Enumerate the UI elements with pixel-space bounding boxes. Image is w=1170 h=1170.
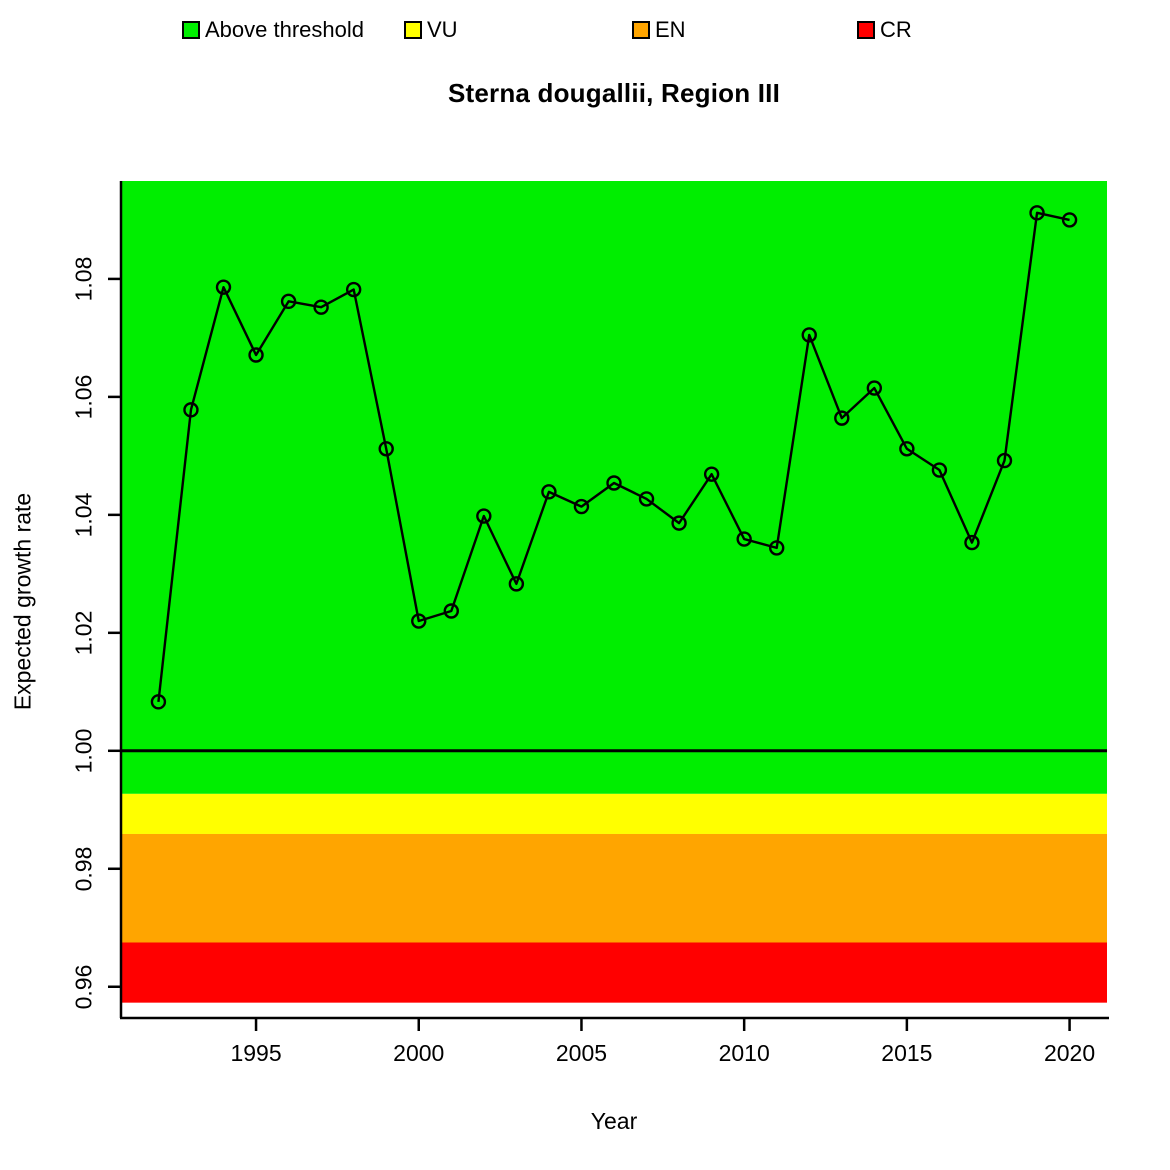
data-point [899, 441, 915, 457]
data-point [150, 694, 167, 710]
data-point [866, 380, 883, 396]
x-axis-title: Year [590, 1108, 638, 1134]
legend-item: Above threshold [182, 17, 364, 43]
data-point [736, 531, 752, 547]
y-tick-label: 1.08 [70, 256, 97, 302]
chart-title: Sterna dougallii, Region III [447, 78, 781, 108]
legend-item: VU [404, 17, 458, 43]
data-point [508, 576, 525, 592]
data-point [834, 410, 850, 426]
data-point [1029, 205, 1045, 221]
data-point [703, 466, 720, 482]
legend-swatch-icon [857, 21, 875, 39]
data-point [541, 484, 557, 500]
data-point [964, 534, 980, 551]
data-point [573, 498, 590, 515]
data-point [1061, 212, 1078, 228]
data-point [931, 462, 948, 478]
data-point [215, 279, 232, 295]
data-point [313, 299, 329, 315]
legend-label: Above threshold [205, 17, 364, 42]
data-line [157, 211, 1070, 702]
data-point [769, 540, 785, 556]
y-tick-label: 1.02 [70, 610, 97, 656]
data-point [476, 508, 492, 524]
legend-label: EN [655, 17, 686, 42]
legend-swatch-icon [182, 21, 200, 39]
legend-swatch-icon [632, 21, 650, 39]
data-point [378, 441, 394, 457]
data-point [183, 402, 199, 418]
legend-label: VU [427, 17, 458, 42]
data-point [671, 515, 687, 531]
x-tick-label: 2005 [555, 1040, 608, 1066]
y-axis-title: Expected growth rate [9, 492, 36, 711]
legend-label: CR [880, 17, 912, 42]
data-point [996, 452, 1013, 469]
data-point [801, 327, 817, 343]
band-cr [121, 942, 1107, 1003]
y-tick-label: 0.98 [70, 846, 97, 892]
x-tick-label: 1995 [230, 1040, 282, 1066]
x-tick-label: 2015 [881, 1040, 933, 1066]
data-point [606, 475, 622, 491]
y-tick-label: 1.00 [70, 728, 97, 774]
data-point [280, 293, 297, 310]
y-tick-label: 1.06 [70, 374, 97, 420]
legend-swatch-icon [404, 21, 422, 39]
y-tick-label: 1.04 [70, 492, 97, 538]
data-point [443, 603, 459, 619]
band-vu [121, 793, 1107, 834]
x-tick-label: 2000 [393, 1040, 445, 1066]
data-point [248, 347, 264, 363]
data-point [345, 281, 362, 298]
x-tick-label: 2020 [1043, 1040, 1096, 1066]
band-above-threshold [121, 181, 1107, 794]
x-tick-label: 2010 [718, 1040, 770, 1066]
y-tick-label: 0.96 [70, 964, 97, 1010]
band-en [121, 833, 1107, 943]
data-point [411, 613, 427, 629]
legend-item: EN [632, 17, 686, 43]
data-point [638, 491, 655, 507]
legend-item: CR [857, 17, 912, 43]
